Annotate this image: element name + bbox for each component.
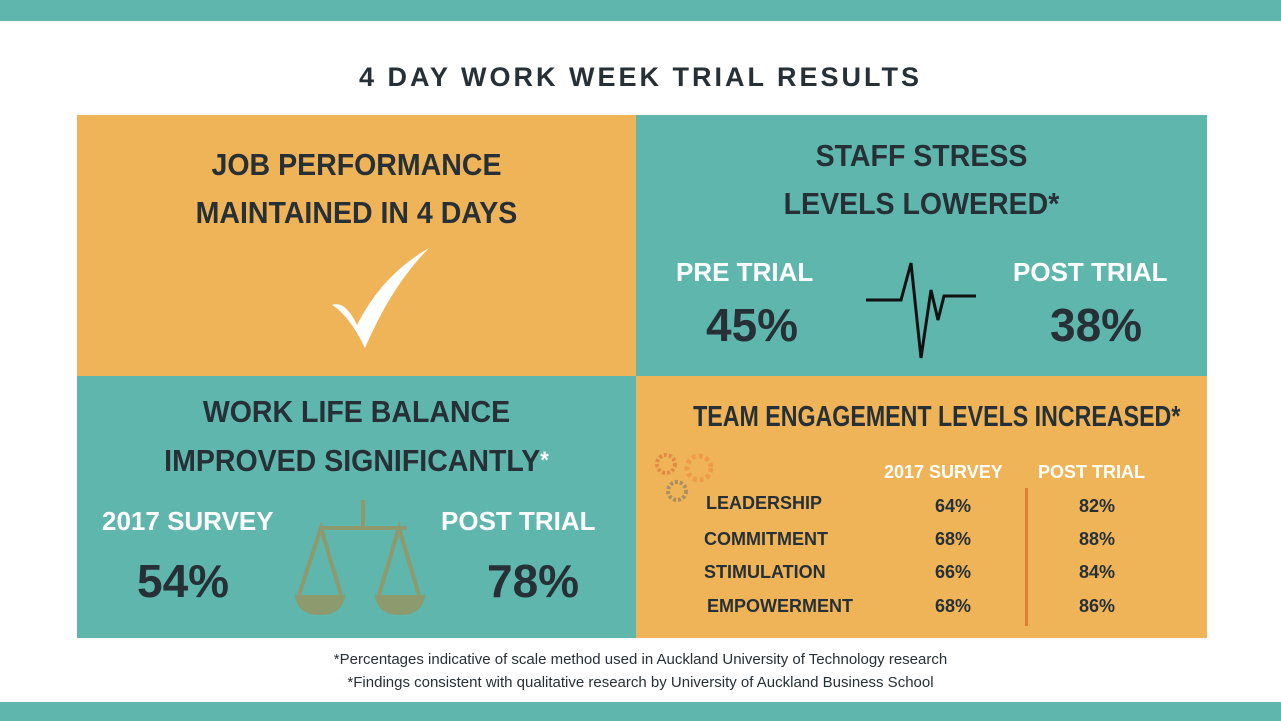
row-post: 86% bbox=[1079, 596, 1116, 616]
stress-line1: STAFF STRESS bbox=[815, 138, 1028, 173]
balance-line2: IMPROVED SIGNIFICANTLY bbox=[164, 443, 541, 478]
row-survey: 68% bbox=[935, 596, 972, 616]
job-performance-panel: JOB PERFORMANCE MAINTAINED IN 4 DAYS bbox=[77, 115, 636, 376]
engagement-panel: TEAM ENGAGEMENT LEVELS INCREASED* 2017 S… bbox=[636, 376, 1207, 638]
balance-post-value: 78% bbox=[487, 555, 580, 607]
balance-post-label: POST TRIAL bbox=[441, 506, 596, 536]
stress-pre-value: 45% bbox=[706, 299, 799, 351]
top-bar bbox=[0, 0, 1281, 21]
row-survey: 68% bbox=[935, 529, 972, 549]
row-post: 84% bbox=[1079, 562, 1116, 582]
checkmark-icon bbox=[332, 248, 429, 348]
balance-panel: WORK LIFE BALANCE IMPROVED SIGNIFICANTLY… bbox=[77, 376, 636, 638]
scales-icon bbox=[295, 500, 425, 615]
column-divider bbox=[1025, 488, 1028, 626]
stress-line2: LEVELS LOWERED* bbox=[783, 186, 1060, 221]
row-label: EMPOWERMENT bbox=[707, 596, 853, 616]
engagement-title: TEAM ENGAGEMENT LEVELS INCREASED* bbox=[693, 401, 1181, 433]
row-post: 88% bbox=[1079, 529, 1116, 549]
balance-line1: WORK LIFE BALANCE bbox=[202, 394, 511, 429]
balance-survey-value: 54% bbox=[137, 555, 230, 607]
balance-asterisk: * bbox=[540, 447, 549, 474]
job-performance-line2: MAINTAINED IN 4 DAYS bbox=[195, 195, 518, 230]
row-label: STIMULATION bbox=[704, 562, 826, 582]
row-survey: 64% bbox=[935, 496, 972, 516]
balance-survey-label: 2017 SURVEY bbox=[102, 506, 274, 536]
stress-panel: STAFF STRESS LEVELS LOWERED* PRE TRIAL 4… bbox=[636, 115, 1207, 376]
engagement-col-post: POST TRIAL bbox=[1038, 462, 1145, 482]
footnote-1: *Percentages indicative of scale method … bbox=[333, 651, 948, 668]
engagement-col-survey: 2017 SURVEY bbox=[884, 462, 1003, 482]
heartbeat-icon bbox=[866, 262, 976, 359]
stress-pre-label: PRE TRIAL bbox=[676, 257, 814, 287]
balance-line2-wrap: IMPROVED SIGNIFICANTLY* bbox=[99, 437, 613, 485]
bottom-bar bbox=[0, 702, 1281, 721]
row-label: LEADERSHIP bbox=[706, 493, 823, 513]
stress-post-value: 38% bbox=[1050, 299, 1143, 351]
footnote-2: *Findings consistent with qualitative re… bbox=[347, 674, 934, 691]
stress-post-label: POST TRIAL bbox=[1013, 257, 1168, 287]
row-label: COMMITMENT bbox=[704, 529, 828, 549]
row-survey: 66% bbox=[935, 562, 972, 582]
row-post: 82% bbox=[1079, 496, 1116, 516]
page-title: 4 DAY WORK WEEK TRIAL RESULTS bbox=[358, 62, 923, 92]
gears-icon bbox=[655, 453, 714, 502]
job-performance-line1: JOB PERFORMANCE bbox=[211, 147, 502, 182]
